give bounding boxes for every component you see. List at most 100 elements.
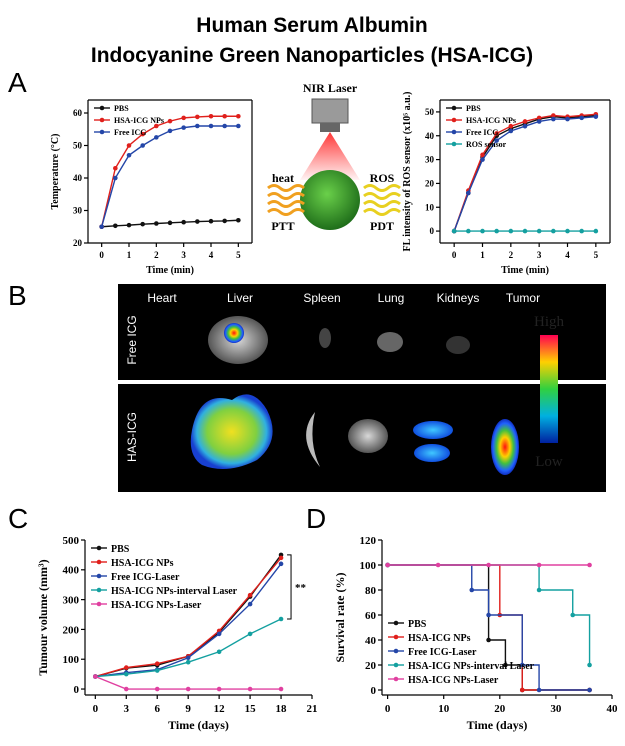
marker bbox=[216, 631, 222, 637]
marker bbox=[278, 616, 284, 622]
marker bbox=[208, 218, 214, 224]
marker bbox=[480, 228, 485, 234]
x-tick-label: 40 bbox=[607, 703, 619, 715]
marker bbox=[587, 562, 592, 568]
marker bbox=[536, 228, 542, 234]
x-tick-label: 30 bbox=[550, 703, 562, 715]
marker bbox=[154, 661, 160, 667]
legend-label: ROS sensor bbox=[466, 140, 507, 149]
marker bbox=[113, 223, 118, 229]
y-tick-label: 60 bbox=[73, 108, 83, 118]
marker bbox=[236, 123, 241, 129]
x-tick-label: 15 bbox=[245, 703, 257, 715]
marker bbox=[536, 119, 542, 124]
marker bbox=[154, 686, 160, 692]
marker bbox=[536, 562, 542, 568]
legend-marker bbox=[451, 117, 457, 123]
marker bbox=[565, 228, 570, 234]
marker bbox=[126, 222, 132, 228]
x-tick-label: 0 bbox=[93, 703, 99, 715]
y-tick-label: 40 bbox=[73, 173, 83, 183]
y-tick-label: 0 bbox=[371, 685, 377, 697]
marker bbox=[154, 135, 159, 140]
marker bbox=[167, 220, 173, 226]
marker bbox=[154, 221, 159, 226]
x-axis-label: Time (min) bbox=[501, 265, 549, 276]
marker bbox=[536, 687, 542, 693]
marker bbox=[236, 113, 241, 119]
panel-label: C bbox=[8, 503, 28, 534]
x-axis-label: Time (days) bbox=[467, 718, 528, 732]
marker bbox=[522, 123, 528, 129]
legend-marker bbox=[451, 141, 457, 147]
organ-label: Heart bbox=[147, 291, 177, 305]
marker bbox=[508, 128, 514, 134]
y-tick-label: 30 bbox=[425, 155, 435, 165]
x-tick-label: 5 bbox=[236, 250, 241, 260]
marker bbox=[195, 219, 200, 224]
chart: 20 30 40 50 60 0 1 2 3 4 5 Time (min) Temperature (°… bbox=[50, 99, 253, 276]
legend-label: HSA-ICG NPs-Laser bbox=[111, 600, 202, 611]
organ-image bbox=[348, 419, 388, 453]
marker bbox=[494, 131, 499, 136]
marker bbox=[486, 637, 491, 643]
marker bbox=[222, 113, 227, 119]
marker bbox=[466, 228, 471, 234]
y-tick-label: 30 bbox=[73, 206, 83, 216]
organ-label: Kidneys bbox=[437, 291, 480, 305]
laser-label: NIR Laser bbox=[303, 81, 358, 95]
marker bbox=[181, 125, 186, 130]
marker bbox=[181, 219, 186, 225]
y-tick-label: 500 bbox=[63, 535, 80, 547]
marker bbox=[486, 612, 491, 618]
marker bbox=[181, 115, 186, 121]
marker bbox=[508, 228, 514, 234]
x-axis-label: Time (days) bbox=[168, 718, 229, 732]
marker bbox=[435, 562, 441, 568]
y-tick-label: 0 bbox=[430, 226, 435, 236]
chart: 0 100 200 300 400 500 0 3 6 9 12 15 18 21 Time (days) T… bbox=[36, 535, 318, 732]
imaging-panel: Heart Liver Spleen Lung Kidneys Tumor Fr… bbox=[118, 284, 606, 492]
legend-label: PBS bbox=[466, 104, 481, 113]
legend-marker bbox=[99, 117, 105, 123]
marker bbox=[185, 659, 191, 665]
marker bbox=[278, 561, 284, 567]
marker bbox=[140, 131, 145, 137]
x-tick-label: 4 bbox=[565, 250, 570, 260]
x-tick-label: 5 bbox=[594, 250, 599, 260]
y-tick-label: 10 bbox=[425, 202, 435, 212]
y-tick-label: 40 bbox=[365, 635, 377, 647]
y-tick-label: 120 bbox=[360, 535, 377, 547]
marker bbox=[519, 687, 525, 693]
y-axis-label: Temperature (°C) bbox=[50, 134, 61, 210]
marker bbox=[593, 228, 599, 234]
ptt-label: PTT bbox=[271, 219, 294, 233]
diagram: NIR Laser heat PTT ROS PDT bbox=[267, 81, 401, 233]
marker bbox=[126, 143, 132, 148]
legend-marker bbox=[96, 545, 102, 551]
legend-marker bbox=[393, 662, 399, 668]
panel-label: A bbox=[8, 67, 27, 98]
y-axis-label: FL intensity of ROS sensor (x10⁵ a.u.) bbox=[402, 91, 413, 251]
marker bbox=[247, 601, 253, 607]
x-tick-label: 1 bbox=[127, 250, 132, 260]
marker bbox=[167, 118, 173, 124]
scale-label: Low bbox=[535, 454, 563, 470]
x-tick-label: 20 bbox=[494, 703, 506, 715]
title-line: Indocyanine Green Nanoparticles (HSA-ICG… bbox=[91, 44, 533, 67]
organ-label: Tumor bbox=[506, 291, 540, 305]
legend-marker bbox=[96, 573, 102, 579]
organ-label: Lung bbox=[378, 291, 405, 305]
legend-label: Free ICG-Laser bbox=[111, 572, 180, 583]
x-tick-label: 4 bbox=[209, 250, 214, 260]
y-tick-label: 60 bbox=[365, 610, 377, 622]
marker bbox=[126, 152, 132, 158]
ros-waves bbox=[363, 184, 401, 216]
color-scale bbox=[540, 335, 558, 443]
x-tick-label: 9 bbox=[185, 703, 191, 715]
row-label: Free ICG bbox=[125, 315, 139, 364]
marker bbox=[508, 123, 514, 129]
marker bbox=[494, 138, 499, 143]
legend-label: PBS bbox=[114, 104, 129, 113]
